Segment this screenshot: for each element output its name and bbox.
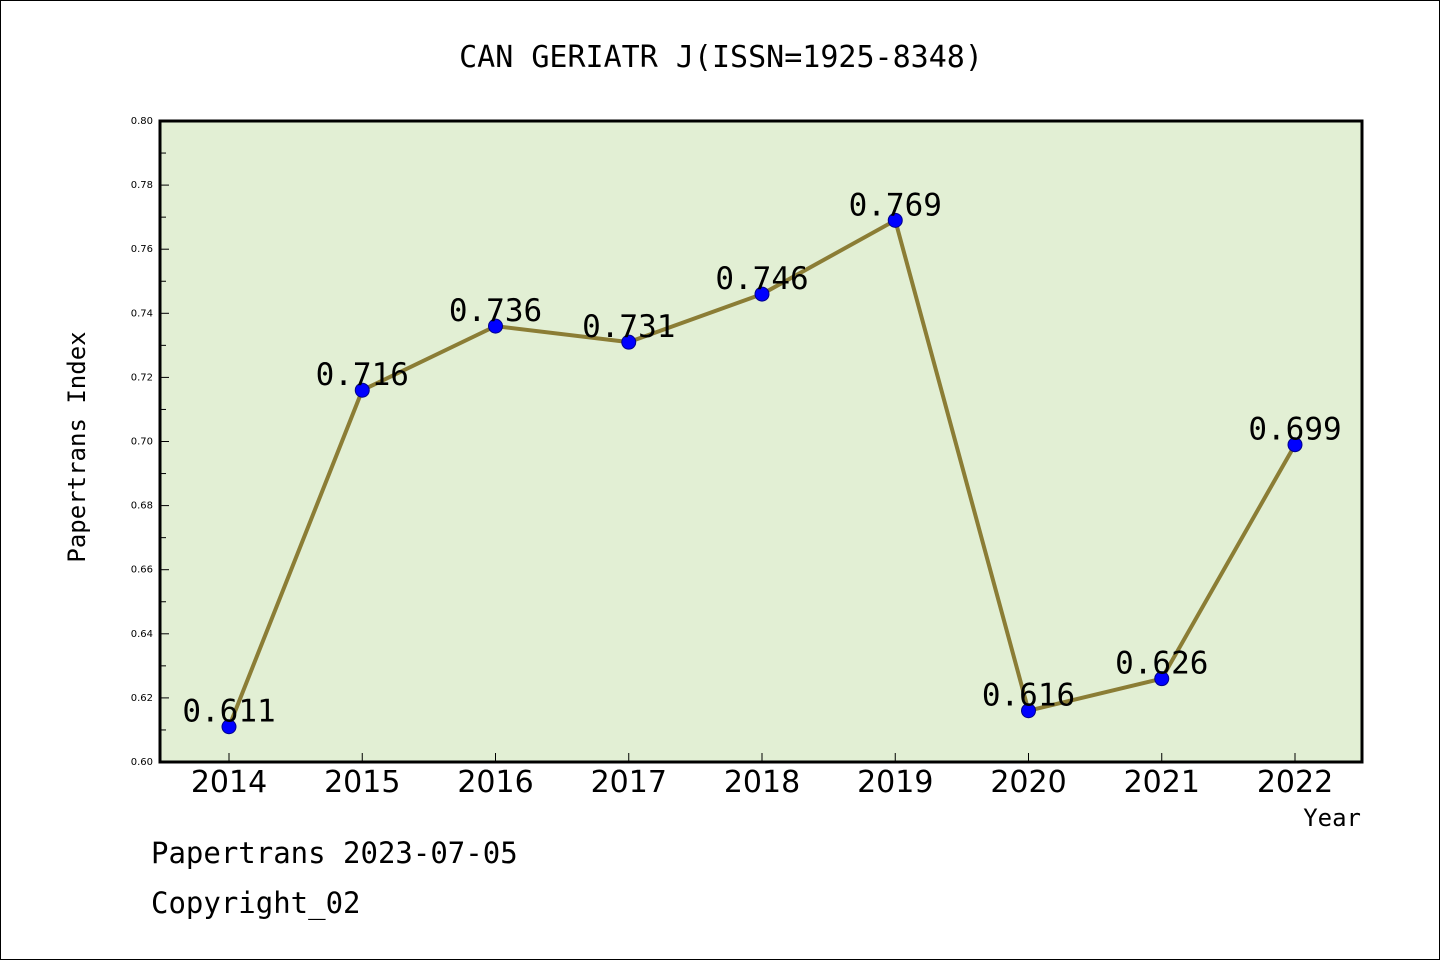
data-point — [488, 318, 503, 334]
x-tick-label: 2014 — [191, 765, 267, 800]
footer-date: Papertrans 2023-07-05 — [151, 836, 518, 870]
data-point — [1154, 671, 1170, 687]
footer-copyright: Copyright_02 — [151, 886, 361, 920]
x-axis: 2014 2015 2016 2017 2018 2019 2020 2021 2022 — [191, 753, 1333, 800]
y-axis: 0.60 0.62 0.64 0.66 0.68 0.70 0.72 0.74 0.76 0.78… — [131, 116, 169, 768]
data-label: 0.699 — [1248, 412, 1341, 448]
y-axis-label: Papertrans Index — [63, 331, 91, 562]
data-point — [887, 212, 903, 228]
x-tick-label: 2016 — [457, 765, 533, 800]
data-label: 0.769 — [849, 187, 942, 223]
series-line-group: 0.611 0.716 0.736 0.731 0.746 0.769 0.616 0.626… — [182, 187, 1342, 735]
y-tick-label: 0.64 — [131, 629, 153, 640]
data-point — [354, 382, 370, 398]
x-tick-label: 2015 — [324, 765, 400, 800]
chart-title: CAN GERIATR J(ISSN=1925-8348) — [459, 40, 983, 75]
data-label: 0.611 — [182, 694, 275, 730]
x-tick-label: 2018 — [724, 765, 800, 800]
data-label: 0.736 — [449, 293, 542, 329]
y-tick-label: 0.78 — [131, 180, 153, 191]
data-label: 0.626 — [1115, 646, 1208, 682]
data-label: 0.716 — [316, 357, 409, 393]
x-tick-label: 2021 — [1124, 765, 1200, 800]
x-tick-label: 2017 — [591, 765, 667, 800]
y-tick-label: 0.66 — [131, 565, 153, 576]
data-label: 0.746 — [715, 261, 808, 297]
data-point — [621, 334, 637, 350]
y-tick-label: 0.60 — [131, 757, 153, 768]
data-point — [754, 286, 770, 302]
y-tick-label: 0.74 — [131, 308, 153, 319]
y-tick-label: 0.80 — [131, 116, 153, 127]
x-tick-label: 2022 — [1257, 765, 1333, 800]
y-tick-label: 0.76 — [131, 244, 153, 255]
plot-area — [158, 119, 1364, 764]
y-tick-label: 0.62 — [131, 693, 153, 704]
data-label: 0.731 — [582, 309, 675, 345]
y-tick-label: 0.72 — [131, 372, 153, 383]
data-point — [1287, 437, 1303, 453]
x-axis-label: Year — [1303, 804, 1361, 832]
y-tick-label: 0.68 — [131, 501, 153, 512]
data-point — [1021, 703, 1036, 719]
data-label: 0.616 — [982, 678, 1075, 714]
data-point — [221, 719, 237, 735]
x-tick-label: 2020 — [990, 765, 1066, 800]
y-tick-label: 0.70 — [131, 437, 153, 448]
x-tick-label: 2019 — [857, 765, 933, 800]
